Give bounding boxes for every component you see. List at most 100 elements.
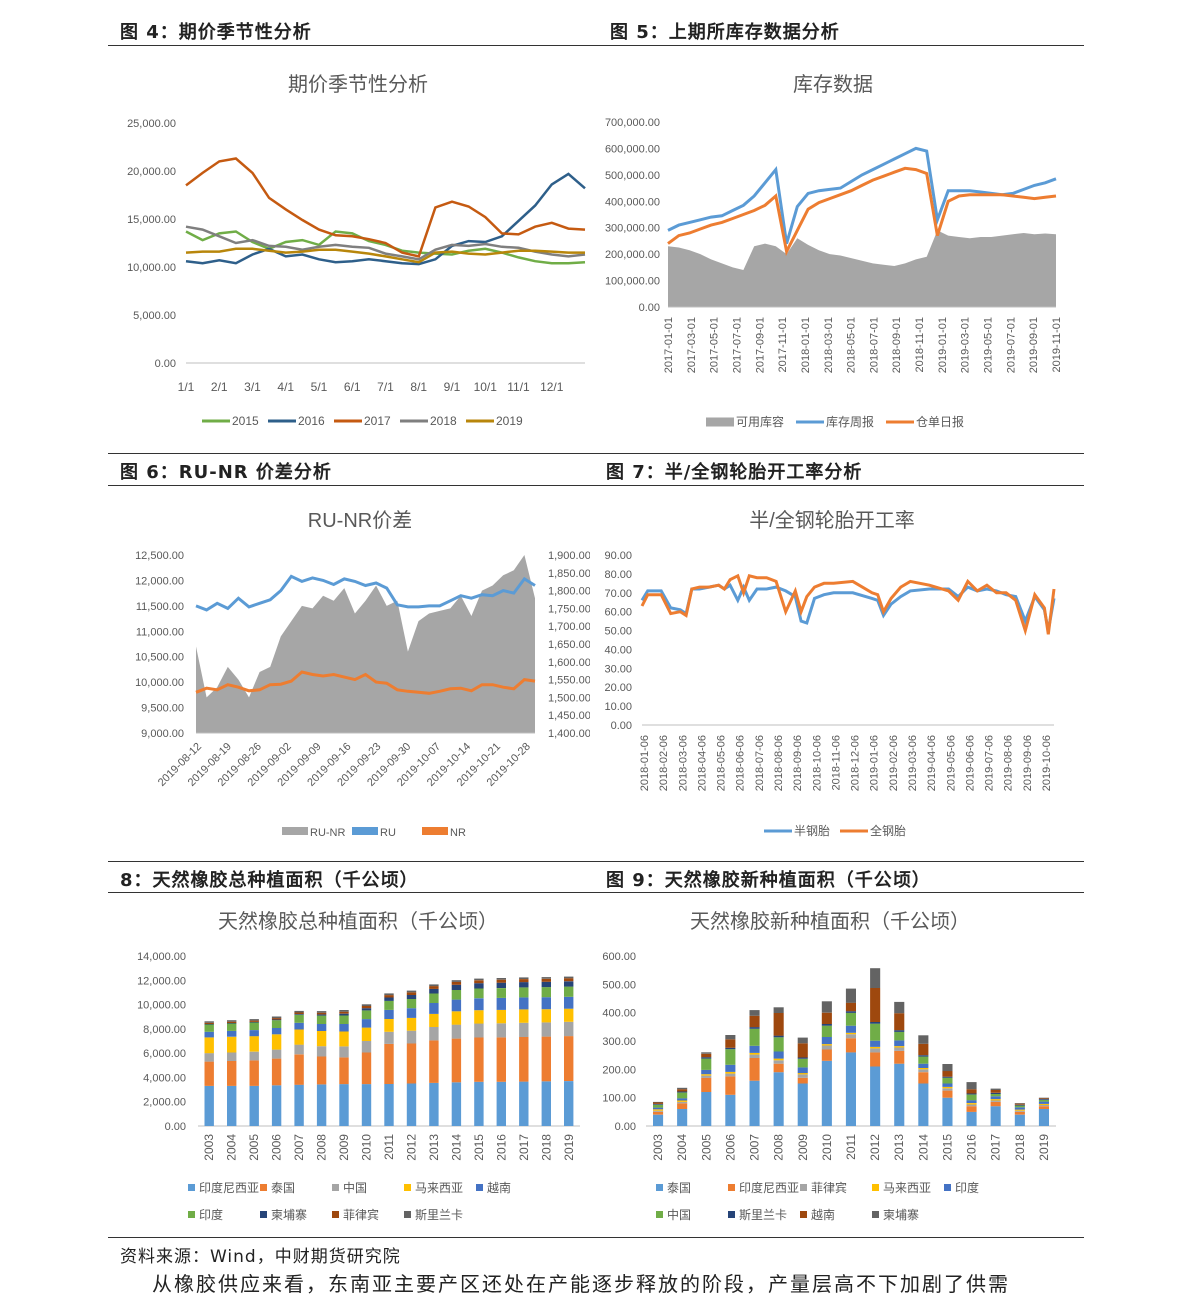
y-tick-label: 100.00 [602, 1093, 636, 1105]
chart-tyre-utilization-svg: 半/全钢轮胎开工率 0.00 10.00 20.00 30.00 40.00 50.00 60… [604, 509, 1056, 838]
bar-segment-中国 [406, 1030, 417, 1044]
bar-segment-马来西亚 [1038, 1103, 1049, 1105]
bar-segment-印度 [294, 1014, 304, 1023]
bar-segment-印度 [797, 1067, 808, 1074]
x-tick-label: 2011 [382, 1134, 396, 1160]
x-tick-label: 2018-06-06 [735, 735, 747, 791]
bar-segment-泰国 [541, 1036, 551, 1082]
bar-segment-印度 [1038, 1101, 1049, 1104]
bar-segment-印度尼西亚 [1014, 1111, 1025, 1115]
x-tick-label: 2018-11-06 [830, 735, 842, 790]
x-tick-label: 2018-12-06 [850, 735, 862, 791]
y-tick-label: 1,700.00 [548, 621, 590, 633]
bar-segment-马来西亚 [966, 1103, 977, 1105]
bar-segment-柬埔寨 [541, 981, 551, 988]
bar-segment-印度 [249, 1022, 259, 1030]
chart-tyre-utilization: 半/全钢轮胎开工率 0.00 10.00 20.00 30.00 40.00 50.00 60… [600, 495, 1080, 855]
x-tick-label: 2019-07-06 [984, 735, 996, 791]
bar-segment-马来西亚 [701, 1074, 712, 1076]
chart-title: 半/全钢轮胎开工率 [749, 509, 915, 532]
bar-segment-越南 [821, 1012, 832, 1024]
bar-segment-柬埔寨 [725, 1035, 736, 1040]
bar-segment-印度 [845, 1025, 856, 1033]
bar-segment-斯里兰卡 [339, 1010, 349, 1012]
bar-segment-印度 [653, 1107, 664, 1110]
x-tick-label: 2004 [225, 1134, 239, 1161]
bar-segment-中国 [966, 1094, 977, 1101]
x-tick-label: 2006 [270, 1134, 284, 1161]
bar-segment-菲律宾 [451, 981, 462, 985]
bar-segment-斯里兰卡 [966, 1093, 977, 1095]
bar-segment-斯里兰卡 [271, 1016, 282, 1019]
bar-segment-越南 [749, 1015, 760, 1028]
y-tick-label: 30.00 [604, 663, 632, 675]
bar-segment-印度尼西亚 [541, 1081, 551, 1126]
bar-segment-中国 [653, 1104, 664, 1108]
legend-label: 印度尼西亚 [199, 1180, 259, 1195]
bar-segment-印度尼西亚 [918, 1072, 929, 1084]
bar-segment-马来西亚 [541, 1009, 551, 1023]
bar-segment-柬埔寨 [990, 1088, 1001, 1090]
bar-segment-越南 [1014, 1103, 1025, 1105]
chart-inventory: 库存数据 0.00 100,000.00 200,000.00 300,000.00 40… [600, 55, 1080, 445]
x-tick-label: 2019-02-06 [888, 735, 900, 791]
legend-swatch [422, 827, 448, 835]
bar-segment-菲律宾 [384, 995, 394, 998]
bar-segment-菲律宾 [821, 1045, 832, 1050]
fig8-caption: 8：天然橡胶总种植面积（千公顷） [120, 870, 419, 891]
bar-segment-越南 [894, 1013, 905, 1031]
bar-segment-越南 [942, 1071, 953, 1077]
bar-segment-柬埔寨 [701, 1052, 712, 1054]
legend-label: 印度 [199, 1207, 223, 1222]
bar-segment-中国 [845, 1012, 856, 1026]
bar-segment-中国 [870, 1023, 881, 1041]
bar-segment-中国 [227, 1052, 237, 1061]
bar-segment-印度尼西亚 [406, 1083, 417, 1126]
bar-segment-泰国 [870, 1066, 881, 1126]
bar-segment-泰国 [451, 1038, 462, 1083]
y-tick-label: 15,000.00 [127, 214, 176, 226]
series-line-2016 [185, 172, 586, 266]
bar-segment-柬埔寨 [361, 1008, 372, 1011]
bar-segment-柬埔寨 [474, 983, 484, 989]
bar-segment-斯里兰卡 [227, 1020, 237, 1022]
bar-segment-柬埔寨 [316, 1014, 327, 1016]
bar-segment-印度 [451, 990, 462, 1000]
chart-title: 天然橡胶新种植面积（千公顷） [690, 910, 970, 933]
y-tick-label: 12,500.00 [135, 550, 184, 562]
y-tick-label: 200.00 [602, 1064, 636, 1076]
y-tick-label: 0.00 [639, 302, 660, 314]
y-tick-label: 1,650.00 [548, 639, 590, 651]
bar-segment-斯里兰卡 [204, 1021, 214, 1023]
y-tick-label: 400,000.00 [605, 196, 660, 208]
x-tick-label: 2018-01-01 [800, 317, 812, 373]
bar-segment-泰国 [294, 1054, 304, 1085]
bar-segment-泰国 [773, 1072, 784, 1126]
bar-segment-越南 [451, 999, 462, 1012]
bar-segment-菲律宾 [429, 986, 439, 989]
bar-segment-斯里兰卡 [821, 1024, 832, 1026]
bar-segment-柬埔寨 [249, 1021, 259, 1023]
bar-segment-斯里兰卡 [249, 1019, 259, 1021]
x-tick-label: 2004 [675, 1134, 689, 1161]
y-tick-label: 0.00 [165, 1121, 186, 1133]
x-tick-label: 2018-08-06 [773, 735, 785, 791]
bar-segment-马来西亚 [249, 1036, 259, 1052]
chart-seasonality: 期价季节性分析 0.00 5,000.00 10,000.00 15,000.00 20,… [110, 55, 590, 445]
bar-segment-中国 [316, 1046, 327, 1057]
bar-segment-印度尼西亚 [339, 1084, 349, 1126]
bar-segment-印度尼西亚 [1038, 1106, 1049, 1109]
series-line-2018 [185, 225, 586, 261]
y-tick-label: 1,550.00 [548, 675, 590, 687]
bar-segment-泰国 [725, 1094, 736, 1126]
bar-segment-中国 [474, 1023, 484, 1038]
chart-title: 库存数据 [793, 73, 873, 96]
bar-segment-印度尼西亚 [496, 1081, 506, 1126]
x-tick-label: 2013 [892, 1134, 906, 1161]
chart-ru-nr-spread: RU-NR价差 9,000.00 9,500.00 10,000.00 10,500.0… [110, 495, 590, 855]
bar-segment-印度 [990, 1096, 1001, 1100]
legend-label: 中国 [343, 1180, 367, 1195]
bar-segment-中国 [204, 1053, 214, 1062]
x-tick-label: 2005 [699, 1134, 713, 1161]
x-tick-label: 2010 [360, 1134, 374, 1161]
